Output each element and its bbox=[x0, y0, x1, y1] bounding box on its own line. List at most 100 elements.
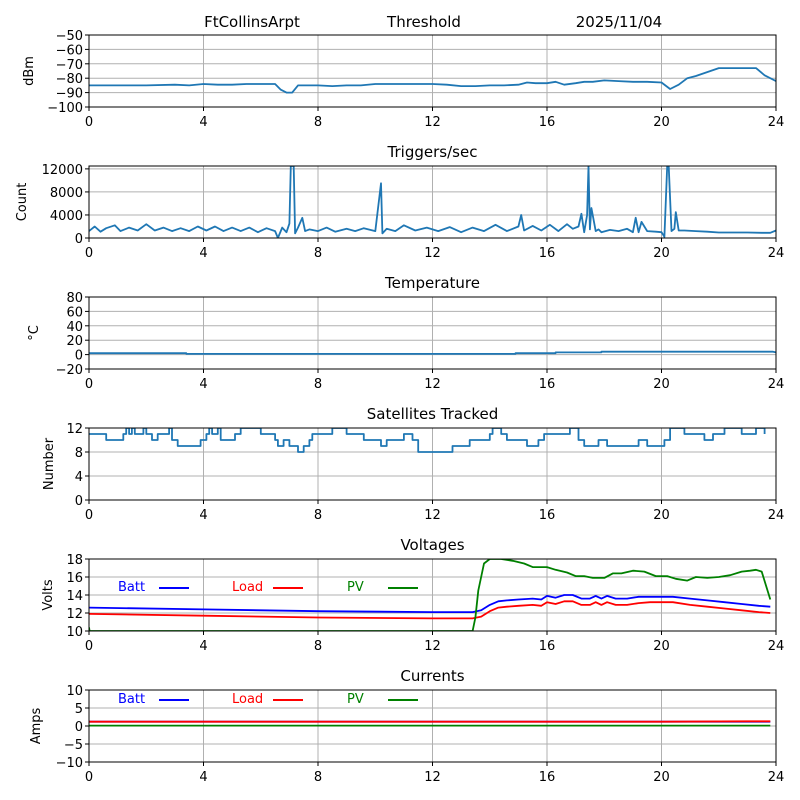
y-tick-label: 8000 bbox=[50, 186, 83, 201]
y-tick-label: −5 bbox=[64, 738, 83, 753]
panel-satellites-tracked: 0 4 8 12 16 20 24 0 4 8 12 Satellites Tracked Number bbox=[42, 405, 784, 523]
axes-frame bbox=[88, 689, 777, 763]
x-tick-label: 8 bbox=[314, 115, 322, 130]
x-tick-label: 16 bbox=[539, 770, 556, 785]
x-tick-label: 8 bbox=[314, 770, 322, 785]
x-tick-label: 12 bbox=[424, 115, 441, 130]
axes-frame bbox=[88, 558, 777, 632]
x-tick-label: 20 bbox=[653, 246, 670, 261]
y-axis-label: °C bbox=[27, 325, 42, 341]
x-tick-label: 8 bbox=[314, 377, 322, 392]
x-tick-label: 16 bbox=[539, 377, 556, 392]
axes-frame bbox=[88, 34, 777, 108]
panel-currents: 0 4 8 12 16 20 24 −10 −5 0 5 10 Currents Amps Batt Load… bbox=[29, 667, 784, 785]
x-tick-label: 8 bbox=[314, 508, 322, 523]
y-tick-label: 18 bbox=[66, 553, 83, 568]
x-tick-label: 12 bbox=[424, 508, 441, 523]
x-tick-label: 20 bbox=[653, 115, 670, 130]
header-mode: Threshold bbox=[386, 13, 461, 31]
y-tick-label: 0 bbox=[75, 349, 83, 364]
y-tick-label: −70 bbox=[56, 58, 83, 73]
legend-label-pv: PV bbox=[347, 580, 364, 595]
y-axis-label: dBm bbox=[22, 56, 37, 86]
y-tick-label: 12 bbox=[66, 422, 83, 437]
y-tick-label: 16 bbox=[66, 571, 83, 586]
series-line-satellites bbox=[89, 428, 766, 453]
y-axis-label: Volts bbox=[41, 579, 56, 611]
panel-triggers-sec: 0 4 8 12 16 20 24 0 4000 8000 12000 Triggers/sec Cou… bbox=[15, 143, 784, 261]
series-line-batt bbox=[89, 594, 771, 613]
x-tick-label: 24 bbox=[768, 639, 785, 654]
y-tick-label: 4 bbox=[75, 470, 83, 485]
x-tick-label: 0 bbox=[85, 246, 93, 261]
y-tick-label: −50 bbox=[56, 29, 83, 44]
header-date: 2025/11/04 bbox=[576, 13, 662, 31]
x-tick-label: 24 bbox=[768, 246, 785, 261]
legend-label-pv: PV bbox=[347, 692, 364, 707]
x-tick-label: 12 bbox=[424, 770, 441, 785]
y-axis-label: Number bbox=[42, 437, 57, 490]
y-tick-label: −10 bbox=[56, 756, 83, 771]
x-tick-label: 4 bbox=[199, 246, 207, 261]
y-tick-label: −60 bbox=[56, 43, 83, 58]
x-tick-label: 4 bbox=[199, 115, 207, 130]
x-tick-label: 24 bbox=[768, 770, 785, 785]
y-tick-label: 5 bbox=[75, 702, 83, 717]
x-tick-label: 8 bbox=[314, 246, 322, 261]
y-tick-label: 0 bbox=[75, 720, 83, 735]
x-tick-label: 0 bbox=[85, 639, 93, 654]
x-tick-label: 4 bbox=[199, 639, 207, 654]
y-tick-label: 0 bbox=[75, 494, 83, 509]
x-tick-label: 24 bbox=[768, 508, 785, 523]
x-tick-label: 16 bbox=[539, 639, 556, 654]
panel-title: Voltages bbox=[400, 536, 464, 554]
legend-label-batt: Batt bbox=[118, 692, 145, 707]
axes-frame bbox=[88, 427, 777, 501]
x-tick-label: 20 bbox=[653, 639, 670, 654]
legend-label-load: Load bbox=[232, 692, 263, 707]
y-tick-label: −100 bbox=[47, 101, 83, 116]
panel-title: Satellites Tracked bbox=[367, 405, 498, 423]
series-line-triggers bbox=[89, 166, 776, 238]
y-tick-label: 14 bbox=[66, 589, 83, 604]
x-tick-label: 24 bbox=[768, 377, 785, 392]
x-tick-label: 4 bbox=[199, 508, 207, 523]
x-tick-label: 12 bbox=[424, 246, 441, 261]
panel-voltages: 0 4 8 12 16 20 24 10 12 14 16 18 Voltages Volts Batt Lo… bbox=[41, 536, 784, 654]
y-axis-label: Count bbox=[15, 183, 30, 222]
y-axis-label: Amps bbox=[29, 707, 44, 744]
axes-frame bbox=[88, 165, 777, 239]
y-tick-label: 12 bbox=[66, 607, 83, 622]
y-tick-label: 40 bbox=[66, 320, 83, 335]
series-line-threshold bbox=[89, 67, 776, 94]
y-tick-label: 80 bbox=[66, 291, 83, 306]
y-tick-label: 0 bbox=[75, 232, 83, 247]
y-tick-label: 20 bbox=[66, 334, 83, 349]
header-station: FtCollinsArpt bbox=[204, 13, 300, 31]
y-tick-label: 10 bbox=[66, 684, 83, 699]
x-tick-label: 0 bbox=[85, 377, 93, 392]
y-tick-label: −90 bbox=[56, 87, 83, 102]
x-tick-label: 0 bbox=[85, 115, 93, 130]
x-tick-label: 16 bbox=[539, 115, 556, 130]
x-tick-label: 16 bbox=[539, 508, 556, 523]
panel-title: Triggers/sec bbox=[387, 143, 478, 161]
y-tick-label: −20 bbox=[56, 363, 83, 378]
x-tick-label: 0 bbox=[85, 770, 93, 785]
x-tick-label: 24 bbox=[768, 115, 785, 130]
x-tick-label: 16 bbox=[539, 246, 556, 261]
legend-label-batt: Batt bbox=[118, 580, 145, 595]
x-tick-label: 12 bbox=[424, 639, 441, 654]
y-tick-label: 10 bbox=[66, 625, 83, 640]
y-tick-label: 12000 bbox=[42, 163, 83, 178]
x-tick-label: 4 bbox=[199, 770, 207, 785]
x-tick-label: 8 bbox=[314, 639, 322, 654]
series-line-load bbox=[89, 600, 771, 620]
x-tick-label: 4 bbox=[199, 377, 207, 392]
panel-title: Temperature bbox=[384, 274, 480, 292]
x-tick-label: 20 bbox=[653, 770, 670, 785]
y-tick-label: 8 bbox=[75, 446, 83, 461]
